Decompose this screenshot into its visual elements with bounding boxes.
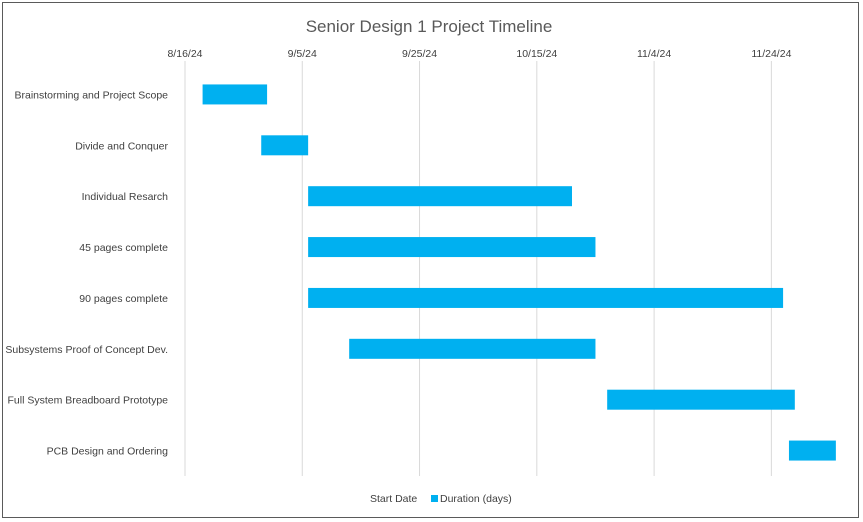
category-label: PCB Design and Ordering [47, 446, 169, 458]
duration-bar [788, 440, 836, 461]
duration-bar [607, 389, 795, 410]
legend-label-start-date: Start Date [370, 493, 417, 505]
category-label: Subsystems Proof of Concept Dev. [5, 344, 168, 356]
duration-bar [308, 237, 596, 258]
category-label: 90 pages complete [79, 293, 168, 305]
x-tick-label: 9/25/24 [402, 48, 437, 60]
x-tick-label: 11/24/24 [751, 48, 791, 60]
x-tick-label: 9/5/24 [288, 48, 317, 60]
duration-bar [202, 84, 268, 105]
category-label: Individual Resarch [82, 191, 169, 203]
legend: Start Date Duration (days) [370, 493, 512, 505]
legend-label-duration: Duration (days) [440, 493, 512, 505]
category-label: Divide and Conquer [75, 140, 168, 152]
gantt-chart: Senior Design 1 Project Timeline 8/16/24… [5, 17, 836, 505]
legend-swatch-duration [431, 495, 438, 502]
duration-bar [261, 135, 309, 156]
x-axis-ticks: 8/16/24 9/5/24 9/25/24 10/15/24 11/4/24 11/24… [167, 48, 791, 60]
duration-bar [308, 287, 784, 308]
category-label: Full System Breadboard Prototype [8, 395, 169, 407]
x-tick-label: 8/16/24 [167, 48, 202, 60]
duration-bar [308, 186, 572, 207]
bars [202, 84, 836, 461]
chart-title: Senior Design 1 Project Timeline [306, 17, 553, 36]
gridlines [184, 61, 772, 476]
duration-bar [349, 338, 596, 359]
x-tick-label: 11/4/24 [637, 48, 671, 60]
x-tick-label: 10/15/24 [516, 48, 557, 60]
category-label: 45 pages complete [79, 242, 168, 254]
category-label: Brainstorming and Project Scope [15, 89, 169, 101]
category-labels: Brainstorming and Project Scope Divide an… [5, 89, 168, 457]
